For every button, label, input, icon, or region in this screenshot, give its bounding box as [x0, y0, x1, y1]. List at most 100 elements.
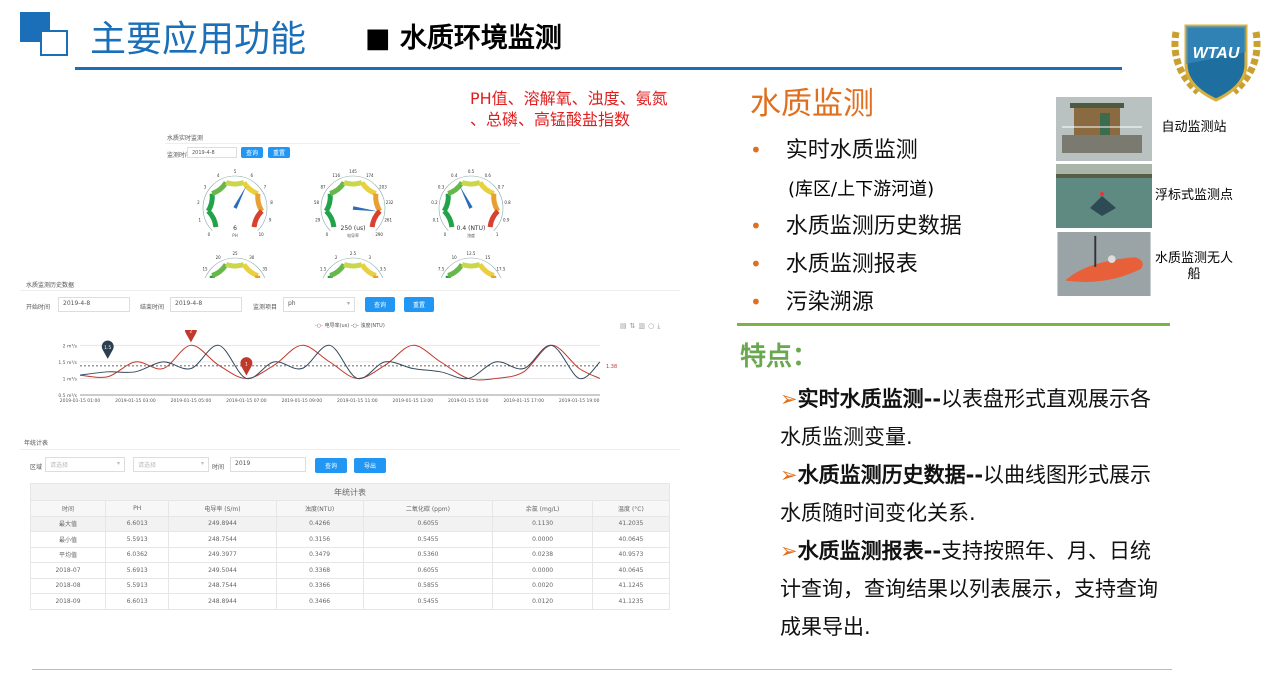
gauge-tick-label: 1.5 — [320, 266, 327, 271]
x-tick-label: 2019-01-15 19:00 — [559, 398, 600, 404]
series-line — [79, 344, 601, 381]
table-cell: 0.0020 — [492, 577, 593, 594]
table-cell: 248.7544 — [168, 577, 277, 594]
end-date-input[interactable]: 2019-4-8 — [170, 297, 242, 312]
gauge-tick-label: 3.5 — [380, 266, 387, 271]
table-row: 2018-09 6.6013 248.8944 0.3466 0.5455 0.0120 4… — [29, 593, 671, 610]
chevron-down-icon: ▾ — [346, 300, 350, 307]
data-marker-pin[interactable]: 1.5 — [101, 340, 114, 359]
note-line: 、总磷、高锰酸盐指数 — [470, 110, 631, 129]
x-tick-label: 2019-01-15 05:00 — [171, 398, 212, 404]
table-row: 2018-08 5.5913 248.7544 0.3366 0.5855 0.0020 4… — [29, 577, 671, 594]
marker-label: 1.5 — [104, 345, 111, 351]
table-cell: 0.5360 — [362, 546, 494, 563]
column-header: PH — [105, 500, 170, 517]
table-cell: 40.0645 — [591, 531, 671, 548]
gauge-arc — [343, 180, 363, 187]
time-input[interactable]: 2019-4-8 — [187, 147, 237, 158]
table-cell: 249.3977 — [168, 546, 277, 563]
end-label: 结束时间 — [140, 304, 165, 311]
table-cell: 2018-08 — [29, 577, 107, 594]
item-select[interactable]: ph ▾ — [283, 297, 355, 312]
gauge-tick-label: 0.7 — [498, 184, 505, 189]
feature-item: ➢水质监测历史数据--以曲线图形式展示水质随时间变化关系. — [780, 463, 1152, 525]
region-select[interactable]: 请选择 ▾ — [45, 457, 125, 472]
gauge-tick-label: 7 — [264, 184, 267, 189]
gauge-arc — [441, 193, 451, 213]
gauge-tick-label: 0.4 — [451, 173, 458, 178]
bullet-sub: (库区/上下游河道) — [788, 179, 935, 200]
table-cell: 2018-09 — [29, 593, 107, 610]
item-value: ph — [288, 300, 296, 307]
features-list: ➢实时水质监测--以表盘形式直观展示各水质监测变量. ➢水质监测历史数据--以曲… — [780, 380, 1170, 646]
gauge-arc — [487, 209, 500, 228]
gauge-tick-label: 174 — [366, 173, 374, 178]
section-heading: 水质监测 — [750, 86, 874, 122]
history-line-chart: 0.5 m³/s 1 m³/s 1.5 m³/s 2 m³/s 2019-01-15 0… — [58, 330, 617, 404]
gauge-tick-label: 3 — [369, 255, 372, 260]
gauge-arc — [447, 263, 465, 278]
gauge-tick-label: 9 — [269, 217, 272, 222]
legend-item[interactable]: 浊度(NTU) — [360, 323, 385, 329]
table-cell: 2018-07 — [29, 562, 107, 579]
data-marker-pin[interactable]: 1 — [240, 357, 253, 376]
reset-button[interactable]: 重置 — [404, 297, 434, 312]
gauge-arc — [461, 262, 481, 269]
query-button[interactable]: 查询 — [241, 147, 263, 158]
column-header: 时间 — [29, 500, 107, 517]
gauge-tick-label: 145 — [349, 169, 357, 174]
gauge-tick-label: 4 — [217, 173, 220, 178]
gauge-tick-label: 10 — [259, 232, 265, 237]
column-header: 温度 (°C) — [591, 500, 671, 517]
query-button[interactable]: 查询 — [315, 458, 347, 473]
gauge-arc — [447, 181, 465, 196]
gauge-scale — [441, 257, 501, 278]
start-label: 开始时间 — [26, 304, 51, 311]
gauge-arc — [461, 180, 481, 187]
gauge-arc — [445, 275, 451, 278]
column-header: 电导率 (S/m) — [168, 500, 277, 517]
svg-text:WTAU: WTAU — [1193, 45, 1240, 62]
mean-label: 1.38 — [606, 364, 617, 370]
x-tick-label: 2019-01-15 17:00 — [503, 398, 544, 404]
table-row: 平均值 6.0362 249.3977 0.3479 0.5360 0.0238 40.95… — [29, 546, 671, 563]
legend-item[interactable]: 电导率(us) — [324, 323, 350, 329]
gauge-arc — [241, 263, 259, 278]
title-divider — [75, 67, 1122, 70]
table-cell: 0.4266 — [275, 515, 364, 532]
table-cell: 0.3466 — [275, 593, 364, 610]
gauge-tick-label: 1 — [496, 232, 499, 237]
gauge-tick-label: 0.2 — [431, 200, 438, 205]
gauge-tick-label: 35 — [262, 266, 268, 271]
table-cell: 249.5044 — [168, 562, 277, 579]
start-date-input[interactable]: 2019-4-8 — [58, 297, 130, 312]
gauge-arc — [477, 181, 495, 196]
reset-button[interactable]: 重置 — [268, 147, 290, 158]
table-cell: 0.3366 — [275, 577, 364, 594]
export-button[interactable]: 导出 — [354, 458, 386, 473]
bullet-item: • 水质监测报表 — [750, 252, 918, 277]
query-button[interactable]: 查询 — [365, 297, 395, 312]
year-input[interactable]: 2019 — [230, 457, 306, 472]
gauge-scale — [202, 175, 268, 231]
bullet-item: • 实时水质监测 — [750, 138, 918, 163]
decor-square-outline — [40, 30, 68, 56]
table-cell: 0.3479 — [275, 546, 364, 563]
table-cell: 6.6013 — [105, 515, 170, 532]
gauge-label: 电导率 — [347, 232, 359, 238]
x-tick-label: 2019-01-15 13:00 — [393, 398, 434, 404]
gauge-tick-label: 10 — [452, 255, 458, 260]
gauge-arc — [329, 181, 347, 196]
sub-region-select[interactable]: 请选择 ▾ — [133, 457, 209, 472]
data-marker-pin[interactable]: 2 — [184, 330, 197, 343]
realtime-gauge-panel: 水质实时监测 监测时间 2019-4-8 查询 重置 0 1 2 3 4 5 6 7 8 9 10 6… — [165, 130, 520, 278]
table-cell: 0.1130 — [492, 515, 593, 532]
gauge-arc — [205, 193, 215, 213]
chart-toolbox[interactable]: ▤⇅▥○⤓ — [620, 322, 664, 330]
gauge-arc — [491, 193, 501, 213]
gauge-arc — [359, 263, 377, 278]
gauge-tick-label: 232 — [386, 200, 394, 205]
gauge-tick-label: 15 — [203, 266, 209, 271]
buoy-photo — [1056, 164, 1152, 228]
